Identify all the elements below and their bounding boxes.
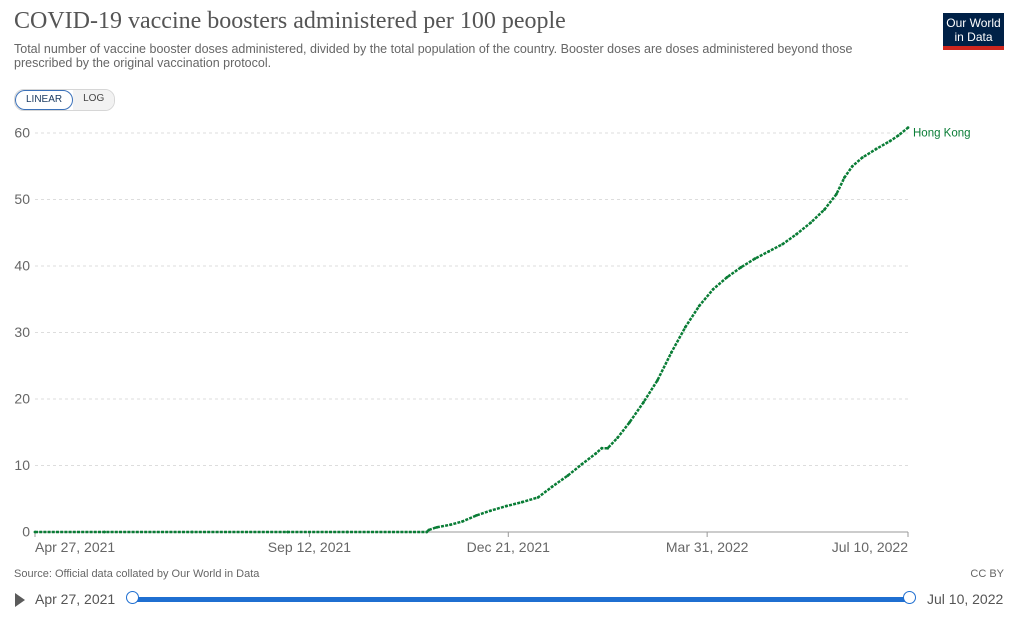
x-tick-label: Mar 31, 2022 (666, 539, 749, 555)
owid-logo[interactable]: Our World in Data (943, 13, 1004, 50)
data-point (600, 446, 604, 450)
data-point (860, 156, 864, 160)
logo-line-2: in Data (954, 30, 993, 44)
x-tick-label: Dec 21, 2021 (467, 539, 550, 555)
gridlines (35, 132, 908, 466)
y-tick-label: 40 (14, 258, 30, 274)
data-point (103, 530, 107, 534)
line-chart: 0 10 20 30 40 50 60 Apr 27, 2021 Sep 12, 2021 De… (14, 125, 971, 556)
data-point (427, 528, 431, 532)
data-point (835, 192, 838, 196)
data-point (669, 351, 673, 354)
data-point (566, 474, 570, 477)
data-point (425, 530, 429, 534)
data-point (874, 147, 878, 151)
data-point (850, 164, 854, 168)
data-point (594, 452, 598, 455)
license-link[interactable]: CC BY (970, 568, 1004, 580)
data-point (606, 446, 610, 450)
y-tick-label: 60 (14, 125, 30, 141)
play-icon[interactable] (15, 593, 25, 607)
data-point (435, 525, 439, 529)
data-point (795, 232, 799, 236)
y-axis-ticks: 0 10 20 30 40 50 60 (14, 125, 30, 540)
data-point (888, 139, 892, 143)
data-point (580, 462, 584, 466)
data-point (461, 519, 464, 523)
timeline-slider: Apr 27, 2021 Jul 10, 2022 (0, 586, 1020, 614)
timeline-end-label: Jul 10, 2022 (927, 591, 1004, 607)
y-tick-label: 20 (14, 391, 30, 407)
series-layer: Hong Kong (33, 126, 971, 534)
data-point (475, 513, 478, 517)
data-point (739, 265, 743, 269)
data-point (896, 134, 900, 138)
linear-scale-button[interactable]: LINEAR (15, 90, 74, 110)
data-point (536, 496, 540, 499)
data-point (823, 208, 826, 211)
data-point (906, 126, 910, 130)
timeline-start-label: Apr 27, 2021 (35, 591, 116, 607)
data-point (711, 287, 715, 291)
series-line-hong-kong[interactable] (35, 126, 909, 534)
data-point (504, 504, 508, 508)
data-point (345, 530, 349, 534)
x-axis: Apr 27, 2021 Sep 12, 2021 Dec 21, 2021 Mar … (34, 531, 909, 555)
y-tick-label: 30 (14, 324, 30, 340)
timeline-track[interactable] (132, 597, 910, 602)
data-point (190, 530, 194, 534)
data-point (656, 378, 659, 382)
data-point (520, 500, 524, 504)
series-label-hong-kong[interactable]: Hong Kong (913, 128, 971, 140)
chart-title: COVID-19 vaccine boosters administered p… (14, 8, 566, 34)
x-tick-label: Apr 27, 2021 (35, 539, 115, 555)
data-point (725, 275, 729, 279)
data-point (809, 221, 812, 225)
data-point (616, 436, 620, 439)
data-point (767, 249, 771, 253)
scale-toggle: LINEAR LOG (14, 89, 116, 111)
chart-subtitle: Total number of vaccine booster doses ad… (14, 42, 853, 70)
x-tick-label: Jul 10, 2022 (832, 539, 908, 555)
data-point (33, 530, 37, 534)
y-tick-label: 10 (14, 457, 30, 473)
data-point (286, 530, 289, 534)
data-point (781, 242, 785, 246)
y-tick-label: 50 (14, 191, 30, 207)
log-scale-button[interactable]: LOG (73, 90, 115, 110)
data-point (488, 509, 492, 513)
data-point (683, 325, 687, 329)
data-point (842, 176, 846, 179)
timeline-start-handle[interactable] (126, 591, 139, 604)
source-note: Source: Official data collated by Our Wo… (14, 568, 260, 580)
data-point (697, 304, 701, 308)
y-tick-label: 0 (22, 524, 30, 540)
timeline-end-handle[interactable] (903, 591, 916, 604)
logo-line-1: Our World (946, 16, 1001, 30)
data-point (642, 400, 645, 404)
data-point (628, 420, 631, 424)
data-point (550, 485, 554, 489)
x-tick-label: Sep 12, 2021 (268, 539, 352, 555)
data-point (449, 523, 453, 527)
data-point (753, 257, 757, 261)
